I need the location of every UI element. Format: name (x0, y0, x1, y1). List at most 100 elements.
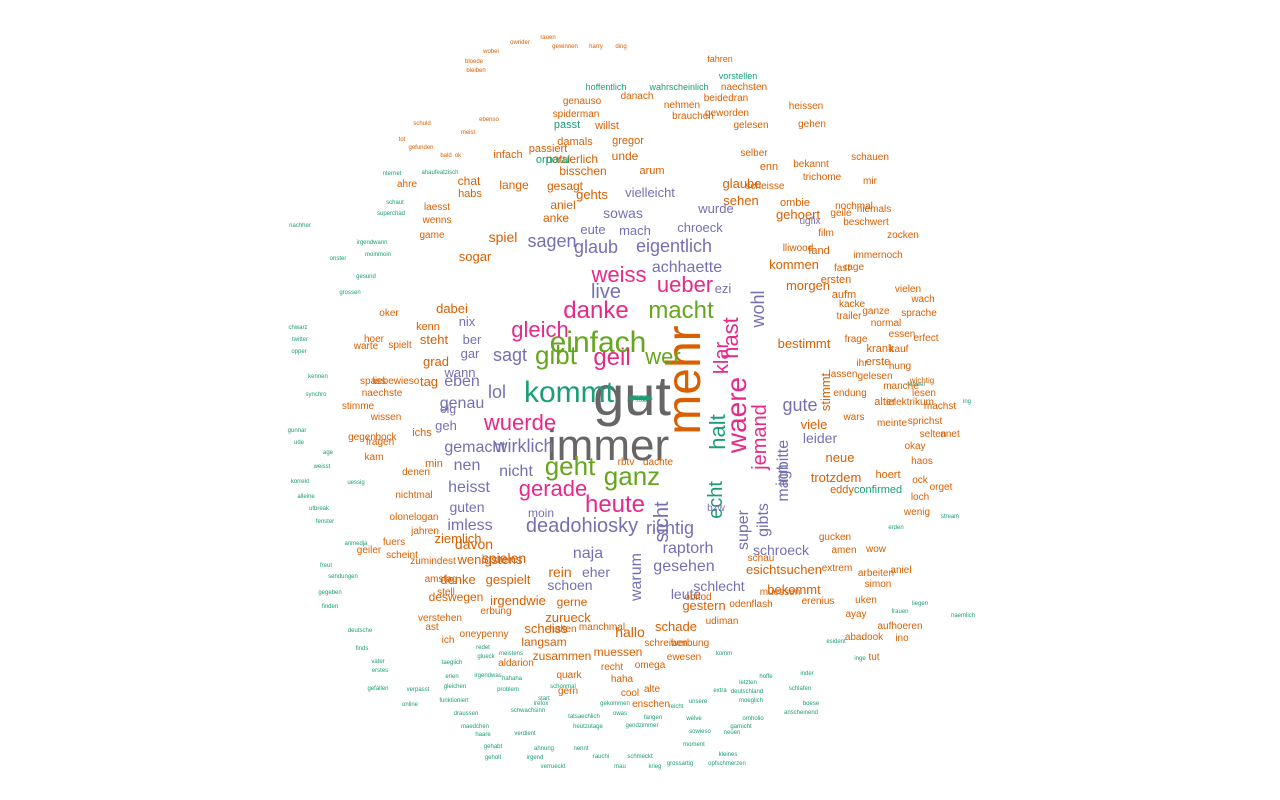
word-364: sowieso (689, 729, 711, 735)
word-28: lol (488, 382, 506, 402)
word-310: alleine (297, 494, 315, 500)
word-127: damals (557, 136, 593, 148)
word-266: sprache (901, 308, 937, 319)
word-315: sendungen (328, 574, 358, 580)
word-231: arbeiten (858, 568, 894, 579)
word-267: erfect (913, 333, 938, 344)
word-235: aufhoeren (877, 621, 922, 632)
word-141: genauso (563, 96, 602, 107)
word-40: gute (782, 395, 817, 415)
word-203: liebewieso (373, 376, 420, 387)
word-280: bloede (465, 59, 484, 65)
word-294: moinmoin (365, 252, 391, 258)
word-308: uessig (347, 480, 364, 486)
word-416: story (633, 396, 646, 402)
word-190: zumindest (410, 556, 456, 567)
word-38: achhaette (652, 259, 722, 276)
word-59: eher (582, 564, 610, 580)
word-110: eig (440, 402, 456, 416)
word-98: spiel (489, 229, 518, 245)
word-206: gegen (348, 432, 376, 443)
word-395: holen (633, 396, 648, 402)
word-67: gerne (557, 595, 588, 609)
word-237: ino (895, 633, 909, 644)
word-146: vorstellen (719, 71, 758, 81)
word-283: meist (461, 130, 476, 136)
word-162: lliwood (783, 243, 814, 254)
word-227: gehen (798, 119, 826, 130)
word-5: gibt (535, 340, 578, 370)
word-212: wenns (422, 215, 452, 226)
word-142: spiderman (553, 109, 600, 120)
word-32: genau (440, 395, 485, 412)
word-26: sicht (651, 501, 673, 543)
word-225: mir (863, 176, 878, 187)
word-176: enschen (632, 699, 670, 710)
word-291: schaut (386, 200, 404, 206)
word-17: hast (718, 317, 743, 359)
word-147: wahrscheinlich (648, 82, 708, 92)
word-401: valar (633, 396, 646, 402)
word-288: ok (455, 153, 462, 159)
word-18: klar (711, 342, 733, 375)
word-392: kinder (632, 396, 648, 402)
word-287: bald (440, 153, 451, 159)
word-238: wow (865, 544, 887, 555)
word-150: eddy (830, 484, 854, 496)
word-93: mach (619, 223, 651, 238)
word-421: naja (634, 396, 646, 402)
word-362: gendzimmer (625, 723, 658, 729)
word-380: inge (854, 656, 866, 662)
word-422: jedenfalls (626, 396, 652, 402)
word-51: super (735, 509, 752, 550)
word-317: finden (322, 604, 338, 610)
word-207: spielt (388, 340, 412, 351)
word-314: freut (320, 563, 332, 569)
word-107: wann (443, 365, 475, 380)
word-369: deutschland (731, 689, 763, 695)
word-350: irgendwas (474, 673, 501, 679)
word-119: gesagt (547, 179, 584, 193)
word-399: zeigen (631, 396, 649, 402)
word-222: rage (844, 262, 864, 273)
word-297: onster (330, 256, 347, 262)
word-145: fahren (707, 54, 733, 64)
word-379: boese (803, 701, 820, 707)
word-366: reicht (669, 704, 684, 710)
word-354: erien (445, 674, 458, 680)
word-321: erstes (372, 668, 388, 674)
word-386: ing (963, 399, 971, 405)
word-73: zusammen (533, 649, 592, 663)
word-377: schlafen (789, 686, 811, 692)
word-336: rauchi (593, 754, 609, 760)
word-384: naemlich (951, 613, 975, 619)
word-193: fuers (383, 537, 405, 548)
word-329: verdient (514, 731, 536, 737)
word-100: dabei (436, 301, 468, 316)
word-36: sagen (527, 231, 576, 251)
word-209: hoer (364, 334, 385, 345)
word-345: tatsaechlich (568, 714, 600, 720)
word-69: irgendwie (490, 593, 546, 608)
word-128: willst (594, 120, 619, 132)
word-4: kommt (524, 376, 615, 409)
word-353: hahaha (502, 676, 523, 682)
word-256: abadook (845, 632, 884, 643)
word-184: obitod (684, 592, 711, 603)
word-348: start (538, 696, 550, 702)
word-126: gregor (612, 135, 644, 147)
word-407: helfen (632, 396, 648, 402)
word-332: nennt (573, 746, 588, 752)
word-86: morgen (786, 278, 830, 293)
word-312: fenster (316, 519, 334, 525)
word-111: kenn (416, 321, 440, 333)
word-276: gewinnen (552, 44, 578, 50)
word-103: tag (420, 374, 438, 389)
word-61: spielen (482, 550, 526, 566)
word-116: moin (528, 506, 554, 520)
word-342: kleines (719, 752, 738, 758)
word-286: tot (399, 137, 406, 143)
word-114: rbtv (618, 457, 635, 468)
word-148: hoffentlich (586, 82, 627, 92)
